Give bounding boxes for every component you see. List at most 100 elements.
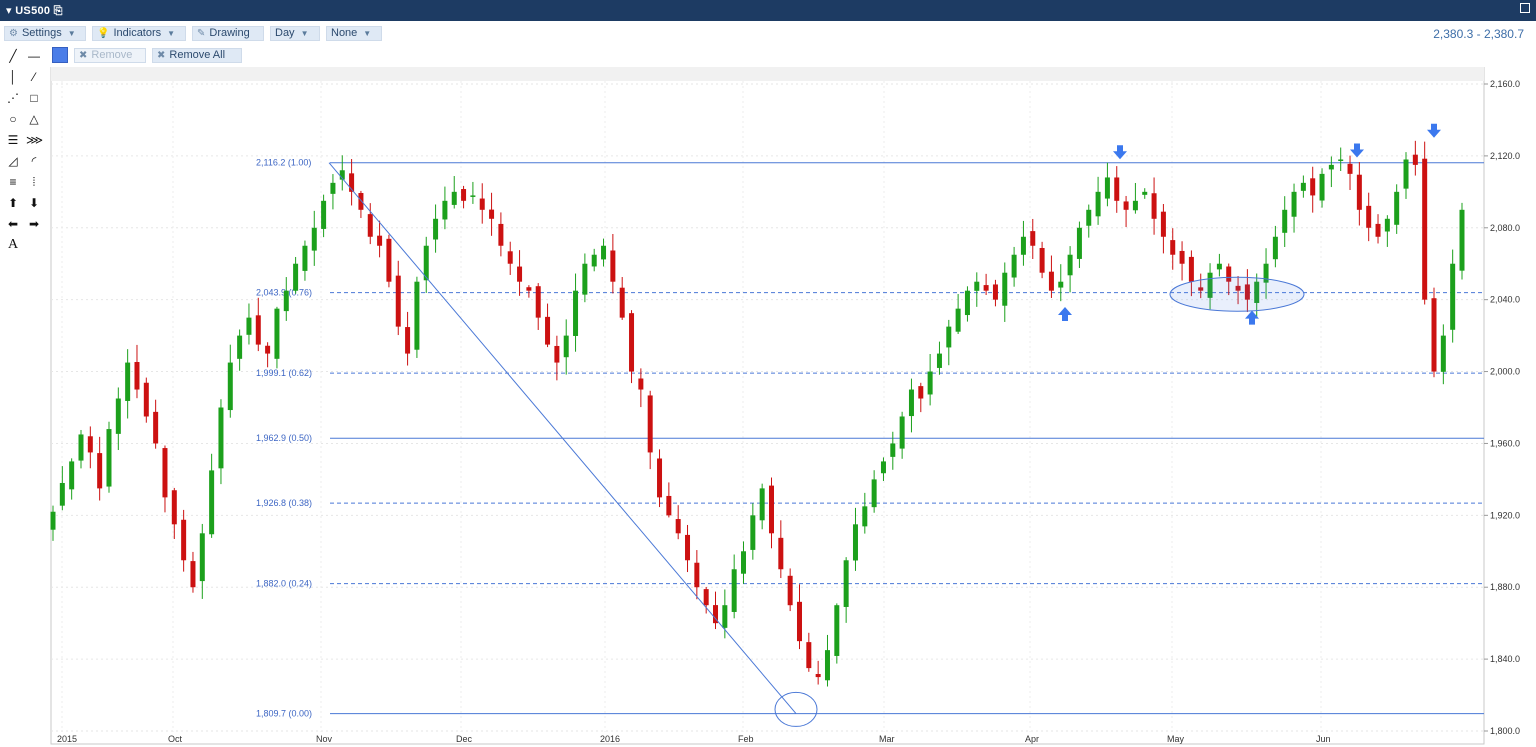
candle-body <box>1440 335 1446 372</box>
candle-body <box>1328 164 1334 170</box>
candle-body <box>824 650 830 681</box>
vertical-line-tool-icon[interactable]: │ <box>9 70 17 84</box>
text-tool-icon[interactable]: A <box>7 237 19 252</box>
x-tick-label: Dec <box>456 734 473 744</box>
candle-body <box>78 434 84 461</box>
candle-body <box>1459 209 1465 271</box>
title-bar: ▾ US500 ⎘ <box>0 0 1536 21</box>
candle-body <box>992 284 998 300</box>
gann-tool-icon[interactable]: ⦙ <box>32 175 36 189</box>
candle-body <box>759 488 765 521</box>
candle-body <box>1356 174 1362 210</box>
x-tick-label: Mar <box>879 734 895 744</box>
candle-body <box>591 254 597 267</box>
y-tick-label: 2,080.0 <box>1490 223 1520 233</box>
drawing-button[interactable]: ✎ Drawing <box>192 26 264 41</box>
candle-body <box>768 485 774 534</box>
candle-body <box>1188 256 1194 282</box>
candle-body <box>69 461 75 490</box>
candle-body <box>918 386 924 399</box>
channel-tool-icon[interactable]: ☰ <box>7 133 19 147</box>
fib-level-label: 1,926.8 (0.38) <box>256 498 312 508</box>
arrow-down-tool-icon[interactable]: ⬇ <box>28 196 40 210</box>
candle-body <box>190 561 196 588</box>
gear-icon: ⚙ <box>9 28 18 39</box>
candle-body <box>1132 200 1138 211</box>
indicators-button[interactable]: 💡 Indicators ▼ <box>92 26 186 41</box>
rectangle-tool-icon[interactable]: □ <box>30 91 38 105</box>
pitchfork-tool-icon[interactable]: ⋙ <box>26 133 44 147</box>
candle-body <box>1104 177 1110 199</box>
popout-icon[interactable] <box>1520 3 1530 13</box>
candle-body <box>1011 254 1017 278</box>
fan-tool-icon[interactable]: ◿ <box>8 154 18 168</box>
candle-body <box>1151 193 1157 219</box>
arrow-up-tool-icon[interactable]: ⬆ <box>7 196 19 210</box>
x-tick-label: Apr <box>1025 734 1039 744</box>
candle-body <box>1244 284 1250 300</box>
fibonacci-retracement[interactable]: 2,116.2 (1.00)2,043.9 (0.76)1,999.1 (0.6… <box>256 158 1484 719</box>
candle-body <box>573 290 579 336</box>
dashed-line-tool-icon[interactable]: ⋰ <box>7 91 19 105</box>
settings-button[interactable]: ⚙ Settings ▼ <box>4 26 86 41</box>
x-tick-label: 2016 <box>600 734 620 744</box>
candle-body <box>647 395 653 453</box>
horizontal-line-tool-icon[interactable]: — <box>28 49 40 63</box>
candle-body <box>685 534 691 561</box>
y-tick-label: 2,120.0 <box>1490 151 1520 161</box>
candle-body <box>675 519 681 534</box>
candle-body <box>964 290 970 316</box>
candle-body <box>1422 158 1428 300</box>
candle-body <box>1086 209 1092 226</box>
triangle-tool-icon[interactable]: △ <box>29 112 39 126</box>
remove-button[interactable]: ✖ Remove <box>74 48 146 63</box>
ray-tool-icon[interactable]: ⁄ <box>32 70 35 84</box>
arrow-left-tool-icon[interactable]: ⬅ <box>7 217 19 231</box>
candle-body <box>927 371 933 395</box>
arc-tool-icon[interactable]: ◜ <box>31 154 37 168</box>
candle-body <box>283 290 289 312</box>
window-title[interactable]: ▾ US500 ⎘ <box>6 5 63 17</box>
candle-body <box>274 308 280 359</box>
line-tool-icon[interactable]: ╱ <box>9 49 17 63</box>
color-picker[interactable] <box>52 47 68 63</box>
price-chart[interactable]: 2,116.2 (1.00)2,043.9 (0.76)1,999.1 (0.6… <box>0 67 1536 747</box>
candle-body <box>171 490 177 525</box>
candle-body <box>1039 247 1045 273</box>
drawing-tools-sidebar: ╱ — │ ⁄ ⋰ □ ○ △ ☰ ⋙ ◿ ◜ ≡ ⦙ ⬆ ⬇ ⬅ ➡ A <box>0 46 46 266</box>
toolbar: ⚙ Settings ▼ 💡 Indicators ▼ ✎ Drawing Day ▼ No… <box>0 21 1536 67</box>
candle-body <box>125 362 131 401</box>
fib-level-label: 1,882.0 (0.24) <box>256 579 312 589</box>
candle-body <box>1058 281 1064 288</box>
remove-all-button[interactable]: ✖ Remove All <box>152 48 242 63</box>
candle-body <box>843 560 849 607</box>
candle-body <box>414 281 420 350</box>
candle-body <box>479 198 485 210</box>
candle-body <box>153 411 159 444</box>
arrow-right-tool-icon[interactable]: ➡ <box>28 217 40 231</box>
candle-body <box>526 287 532 291</box>
candle-body <box>983 285 989 291</box>
candle-body <box>143 382 149 417</box>
candle-body <box>535 286 541 318</box>
candle-body <box>507 251 513 264</box>
instrument-name: US500 <box>15 5 51 17</box>
overlay-select[interactable]: None ▼ <box>326 26 382 41</box>
candle-body <box>974 281 980 291</box>
candle-body <box>302 245 308 271</box>
candle-body <box>498 223 504 246</box>
indicators-label: Indicators <box>113 27 162 39</box>
candle-body <box>936 353 942 368</box>
drawings[interactable] <box>328 123 1441 727</box>
candle-body <box>1235 285 1241 291</box>
x-tick-label: Nov <box>316 734 333 744</box>
candle-body <box>255 315 261 345</box>
candle-body <box>442 200 448 220</box>
candle-body <box>1384 218 1390 232</box>
candle-body <box>1310 178 1316 196</box>
candle-body <box>461 189 467 201</box>
fibonacci-tool-icon[interactable]: ≡ <box>9 175 17 189</box>
circle-tool-icon[interactable]: ○ <box>9 112 17 126</box>
period-select[interactable]: Day ▼ <box>270 26 320 41</box>
overlay-label: None <box>331 27 358 39</box>
